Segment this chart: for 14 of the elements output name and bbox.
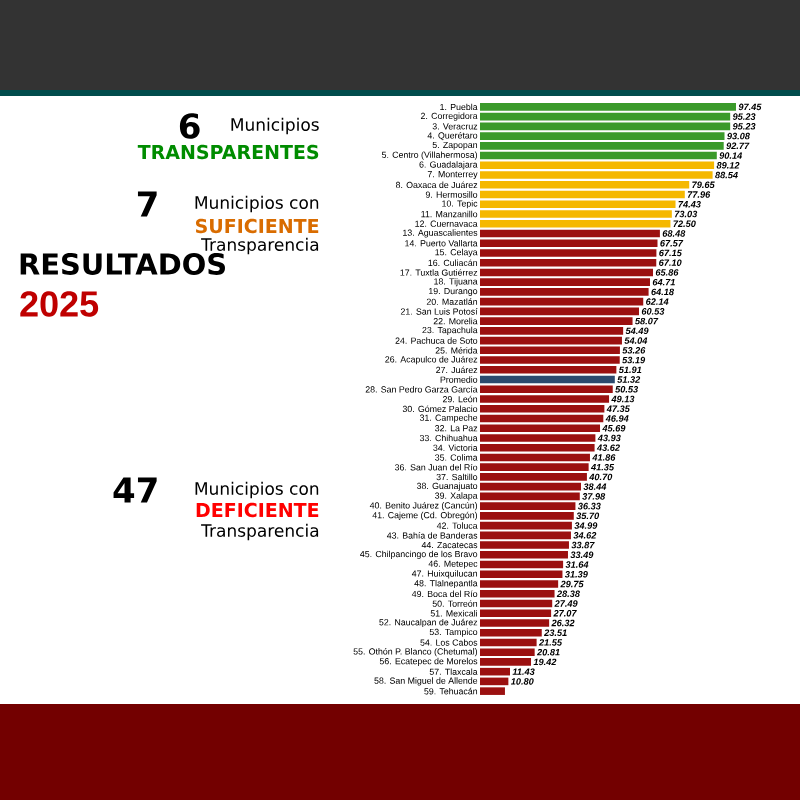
text: 7 bbox=[137, 191, 157, 217]
text: 47 bbox=[113, 477, 157, 503]
text: TRANSPARENTES bbox=[137, 144, 319, 160]
bar bbox=[480, 375, 615, 384]
text: Transparencia bbox=[201, 523, 319, 541]
text: 6 bbox=[179, 113, 200, 139]
text: Municipios con bbox=[195, 195, 319, 213]
text: DEFICIENTE bbox=[196, 502, 319, 518]
text: Municipios bbox=[231, 117, 319, 135]
text: 2025 bbox=[20, 291, 99, 317]
text: SUFICIENTE bbox=[195, 218, 319, 234]
text: Transparencia bbox=[201, 237, 319, 255]
text: RESULTADOS bbox=[20, 253, 225, 275]
text: Municipios con bbox=[195, 481, 319, 499]
